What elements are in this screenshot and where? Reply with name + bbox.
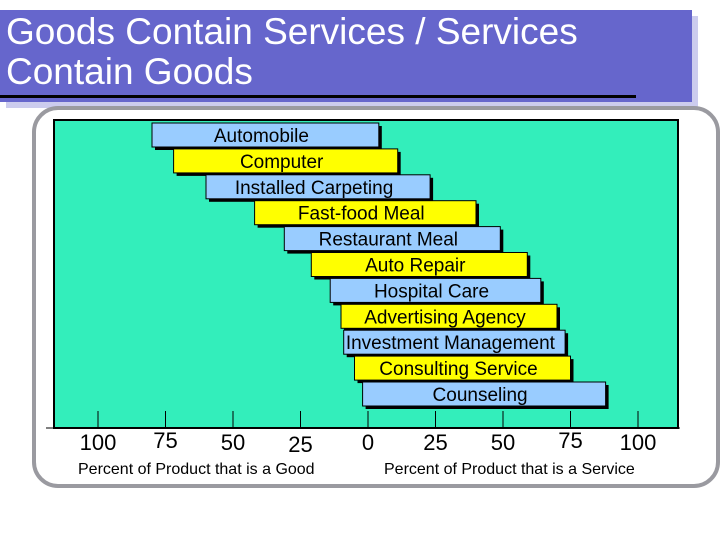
x-axis-label-goods: Percent of Product that is a Good — [78, 461, 315, 478]
bar-label-investment-management: Investment Management — [346, 333, 556, 354]
bar-consulting-service — [354, 355, 571, 381]
bar-automobile — [151, 122, 380, 148]
bar-label-advertising-agency: Advertising Agency — [364, 307, 526, 328]
bar-advertising-agency — [340, 303, 558, 329]
bar-label-auto-repair: Auto Repair — [365, 256, 466, 277]
bar-label-hospital-care: Hospital Care — [374, 281, 489, 302]
bar-counseling — [362, 381, 607, 407]
bar-auto-repair — [310, 252, 528, 277]
title-bar — [0, 10, 692, 102]
x-tick-label: 25 — [288, 432, 312, 457]
bar-label-fast-food-meal: Fast-food Meal — [298, 204, 425, 225]
x-tick-label: 75 — [558, 428, 582, 453]
x-tick-label: 25 — [423, 430, 447, 455]
bar-investment-management — [343, 329, 566, 355]
bar-label-counseling: Counseling — [433, 385, 528, 406]
bars-group: Automobile Computer Installed Carpeting Fas… — [151, 122, 609, 409]
bar-label-consulting-service: Consulting Service — [379, 359, 537, 380]
bar-label-installed-carpeting: Installed Carpeting — [235, 178, 393, 199]
title-underline — [0, 95, 636, 98]
x-axis-label-service: Percent of Product that is a Service — [384, 461, 635, 478]
x-tick-label: 50 — [221, 430, 245, 455]
bar-fast-food-meal — [254, 200, 477, 226]
bar-restaurant-meal — [283, 226, 501, 252]
slide-title: Goods Contain Services / Services Contai… — [6, 11, 578, 92]
bar-label-automobile: Automobile — [214, 126, 309, 147]
bar-label-restaurant-meal: Restaurant Meal — [319, 230, 458, 251]
bar-computer — [173, 148, 399, 174]
bar-installed-carpeting — [205, 174, 431, 200]
x-tick-label: 75 — [153, 428, 177, 453]
x-tick-label: 100 — [80, 430, 117, 455]
bar-hospital-care — [329, 277, 542, 303]
x-tick-label: 100 — [620, 430, 657, 455]
x-tick-label: 0 — [362, 430, 374, 455]
ticks-group: 100 75 50 25 0 25 50 75 100 — [80, 411, 657, 457]
bar-label-computer: Computer — [240, 152, 324, 173]
x-tick-label: 50 — [491, 430, 515, 455]
